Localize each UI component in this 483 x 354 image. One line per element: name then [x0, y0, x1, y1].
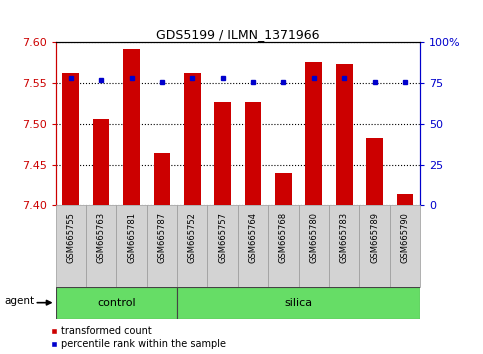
Text: GSM665768: GSM665768: [279, 212, 288, 263]
Text: GSM665764: GSM665764: [249, 212, 257, 263]
Bar: [93, 119, 110, 205]
Legend: transformed count, percentile rank within the sample: transformed count, percentile rank withi…: [46, 322, 230, 353]
Bar: [214, 102, 231, 205]
Bar: [154, 153, 170, 205]
Text: GSM665783: GSM665783: [340, 212, 349, 263]
Bar: [329, 205, 359, 287]
Text: control: control: [97, 298, 136, 308]
Bar: [245, 102, 261, 205]
Bar: [390, 205, 420, 287]
Bar: [305, 62, 322, 205]
Bar: [56, 287, 177, 319]
Text: GSM665789: GSM665789: [370, 212, 379, 263]
Text: GSM665763: GSM665763: [97, 212, 106, 263]
Bar: [366, 138, 383, 205]
Bar: [116, 205, 147, 287]
Bar: [359, 205, 390, 287]
Bar: [397, 194, 413, 205]
Bar: [177, 287, 420, 319]
Bar: [177, 205, 208, 287]
Text: GSM665755: GSM665755: [66, 212, 75, 263]
Text: GSM665752: GSM665752: [188, 212, 197, 263]
Bar: [208, 205, 238, 287]
Bar: [275, 173, 292, 205]
Title: GDS5199 / ILMN_1371966: GDS5199 / ILMN_1371966: [156, 28, 320, 41]
Text: GSM665781: GSM665781: [127, 212, 136, 263]
Bar: [238, 205, 268, 287]
Text: GSM665790: GSM665790: [400, 212, 410, 263]
Bar: [268, 205, 298, 287]
Text: GSM665780: GSM665780: [309, 212, 318, 263]
Bar: [86, 205, 116, 287]
Text: GSM665757: GSM665757: [218, 212, 227, 263]
Text: silica: silica: [284, 298, 313, 308]
Text: agent: agent: [4, 296, 35, 306]
Bar: [336, 64, 353, 205]
Bar: [184, 73, 200, 205]
Bar: [147, 205, 177, 287]
Bar: [62, 73, 79, 205]
Text: GSM665787: GSM665787: [157, 212, 167, 263]
Bar: [298, 205, 329, 287]
Bar: [123, 49, 140, 205]
Bar: [56, 205, 86, 287]
